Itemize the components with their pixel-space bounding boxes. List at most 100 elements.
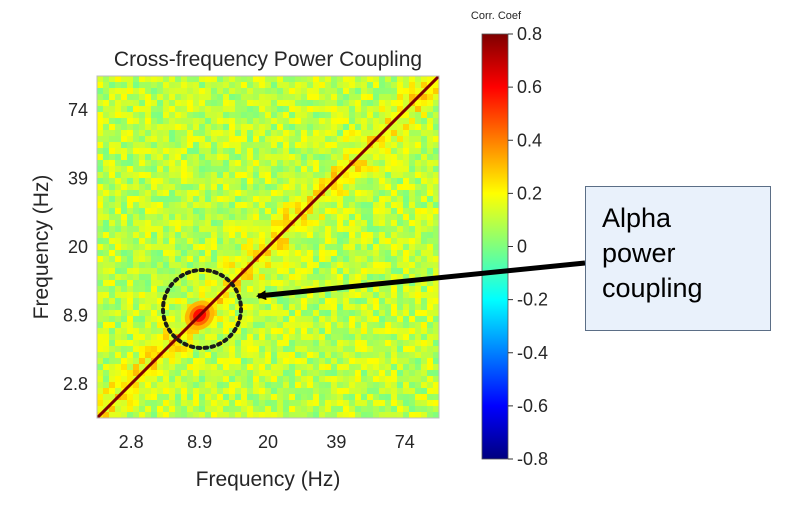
heatmap-cell	[289, 268, 296, 275]
heatmap-cell	[139, 352, 146, 359]
heatmap-cell	[379, 106, 386, 113]
heatmap-cell	[133, 124, 140, 131]
heatmap-cell	[403, 382, 410, 389]
heatmap-cell	[217, 262, 224, 269]
heatmap-cell	[217, 76, 224, 83]
heatmap-cell	[235, 406, 242, 413]
heatmap-cell	[157, 112, 164, 119]
heatmap-cell	[103, 136, 110, 143]
heatmap-cell	[199, 208, 206, 215]
heatmap-cell	[163, 136, 170, 143]
heatmap-cell	[403, 124, 410, 131]
heatmap-cell	[211, 196, 218, 203]
heatmap-cell	[301, 346, 308, 353]
heatmap-cell	[307, 172, 314, 179]
heatmap-cell	[337, 208, 344, 215]
heatmap-cell	[307, 322, 314, 329]
heatmap-cell	[271, 184, 278, 191]
heatmap-cell	[145, 292, 152, 299]
heatmap-cell	[193, 286, 200, 293]
heatmap-cell	[217, 400, 224, 407]
heatmap-cell	[337, 316, 344, 323]
heatmap-cell	[247, 304, 254, 311]
heatmap-cell	[211, 160, 218, 167]
colorbar	[481, 33, 509, 460]
heatmap-cell	[295, 166, 302, 173]
heatmap-cell	[265, 412, 272, 418]
heatmap-cell	[415, 388, 422, 395]
heatmap-cell	[115, 262, 122, 269]
heatmap-cell	[277, 394, 284, 401]
heatmap-cell	[145, 340, 152, 347]
heatmap-cell	[103, 178, 110, 185]
heatmap-cell	[217, 268, 224, 275]
heatmap-cell	[259, 364, 266, 371]
heatmap-cell	[397, 202, 404, 209]
y-tick-label: 8.9	[63, 305, 88, 325]
heatmap-cell	[415, 250, 422, 257]
heatmap-cell	[373, 256, 380, 263]
heatmap-cell	[409, 244, 416, 251]
heatmap-cell	[199, 346, 206, 353]
heatmap-cell	[397, 346, 404, 353]
heatmap-cell	[355, 376, 362, 383]
heatmap-cell	[229, 208, 236, 215]
heatmap-cell	[265, 286, 272, 293]
heatmap-cell	[379, 250, 386, 257]
heatmap-cell	[103, 340, 110, 347]
heatmap-cell	[163, 124, 170, 131]
heatmap-cell	[433, 310, 439, 317]
heatmap-cell	[127, 346, 134, 353]
heatmap-cell	[283, 88, 290, 95]
heatmap-cell	[271, 376, 278, 383]
heatmap-cell	[115, 94, 122, 101]
heatmap-cell	[385, 82, 392, 89]
heatmap-cell	[355, 286, 362, 293]
heatmap-cell	[355, 274, 362, 281]
heatmap-cell	[289, 82, 296, 89]
heatmap-cell	[163, 358, 170, 365]
heatmap-cell	[373, 268, 380, 275]
heatmap-cell	[433, 172, 439, 179]
heatmap-cell	[193, 250, 200, 257]
heatmap-cell	[127, 82, 134, 89]
heatmap-cell	[337, 268, 344, 275]
heatmap-cell	[193, 196, 200, 203]
heatmap-cell	[133, 412, 140, 418]
heatmap-cell	[205, 232, 212, 239]
heatmap-cell	[211, 88, 218, 95]
heatmap-cell	[355, 316, 362, 323]
heatmap-cell	[325, 406, 332, 413]
y-tick-label: 20	[68, 237, 88, 257]
heatmap-cell	[301, 352, 308, 359]
heatmap-cell	[139, 394, 146, 401]
heatmap-cell	[157, 280, 164, 287]
heatmap-cell	[361, 406, 368, 413]
heatmap-cell	[289, 178, 296, 185]
heatmap-cell	[169, 316, 176, 323]
heatmap-cell	[145, 190, 152, 197]
heatmap-cell	[265, 166, 272, 173]
heatmap-cell	[121, 214, 128, 221]
heatmap-cell	[97, 358, 104, 365]
heatmap-cell	[205, 178, 212, 185]
heatmap-cell	[121, 256, 128, 263]
heatmap-cell	[205, 106, 212, 113]
heatmap-cell	[277, 196, 284, 203]
heatmap-cell	[433, 214, 439, 221]
heatmap-cell	[217, 160, 224, 167]
heatmap-cell	[211, 232, 218, 239]
heatmap-cell	[385, 250, 392, 257]
heatmap-cell	[403, 388, 410, 395]
heatmap-cell	[283, 382, 290, 389]
heatmap-cell	[433, 394, 439, 401]
heatmap-cell	[277, 310, 284, 317]
heatmap-cell	[151, 400, 158, 407]
heatmap-cell	[349, 232, 356, 239]
heatmap-cell	[139, 256, 146, 263]
heatmap-cell	[121, 286, 128, 293]
heatmap-cell	[295, 226, 302, 233]
heatmap-cell	[259, 172, 266, 179]
heatmap-cell	[397, 370, 404, 377]
heatmap-cell	[385, 262, 392, 269]
